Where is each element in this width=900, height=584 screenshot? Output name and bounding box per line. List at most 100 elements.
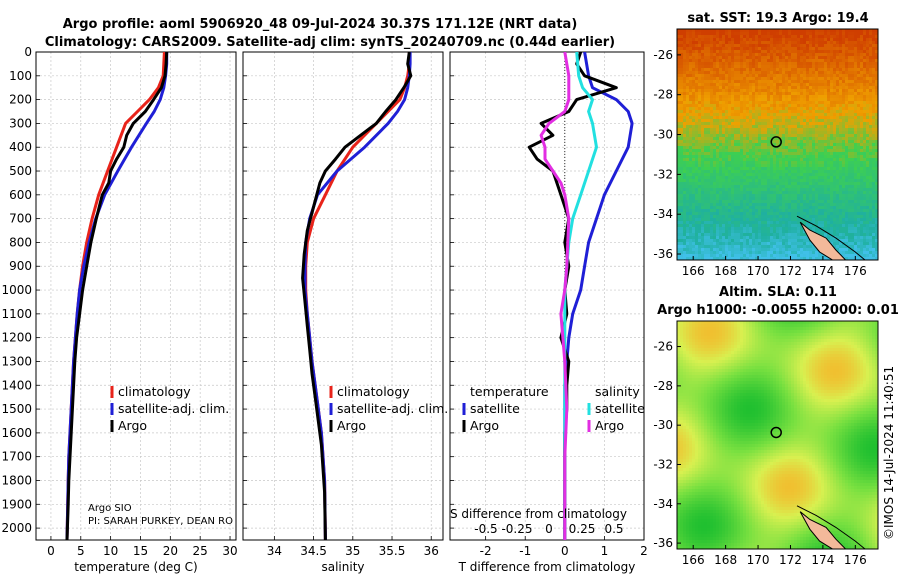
map-cell [839, 152, 842, 155]
map-cell [770, 194, 773, 197]
map-cell [707, 155, 710, 158]
map-cell [797, 68, 800, 71]
map-cell [716, 122, 719, 125]
map-cell [719, 116, 722, 119]
map-cell [833, 176, 836, 179]
map-cell [713, 146, 716, 149]
map-cell [722, 155, 725, 158]
map-cell [713, 227, 716, 230]
map-cell [794, 206, 797, 209]
map-cell [713, 131, 716, 134]
map-cell [782, 143, 785, 146]
map-cell [683, 80, 686, 83]
map-cell [731, 146, 734, 149]
map-cell [845, 140, 848, 143]
map-cell [821, 200, 824, 203]
map-cell [842, 74, 845, 77]
map-cell [824, 191, 827, 194]
map-cell [809, 194, 812, 197]
series-line-argo [67, 52, 167, 540]
map-cell [866, 134, 869, 137]
map-cell [725, 236, 728, 239]
map-cell [713, 107, 716, 110]
map-cell [710, 110, 713, 113]
map-cell [686, 158, 689, 161]
map-cell [680, 182, 683, 185]
x-axis-label: T difference from climatology [458, 560, 636, 574]
map-cell [689, 122, 692, 125]
map-cell [827, 218, 830, 221]
map-cell [851, 146, 854, 149]
map-cell [860, 71, 863, 74]
map-cell [695, 197, 698, 200]
map-cell [719, 215, 722, 218]
map-cell [692, 146, 695, 149]
map-cell [863, 137, 866, 140]
map-cell [818, 125, 821, 128]
map-cell [851, 173, 854, 176]
map-cell [749, 152, 752, 155]
map-cell [842, 38, 845, 41]
map-cell [725, 170, 728, 173]
map-cell [809, 137, 812, 140]
map-cell [794, 74, 797, 77]
map-cell [761, 59, 764, 62]
map-cell [800, 71, 803, 74]
map-cell [794, 188, 797, 191]
map-cell [788, 197, 791, 200]
map-cell [692, 86, 695, 89]
map-cell [680, 170, 683, 173]
map-cell [779, 236, 782, 239]
map-cell [710, 191, 713, 194]
map-cell [803, 131, 806, 134]
map-cell [698, 239, 701, 242]
map-cell [785, 128, 788, 131]
map-cell [722, 188, 725, 191]
map-cell [869, 98, 872, 101]
map-cell [779, 197, 782, 200]
map-cell [770, 32, 773, 35]
map-cell [791, 83, 794, 86]
map-cell [815, 206, 818, 209]
map-cell [791, 134, 794, 137]
map-cell [749, 227, 752, 230]
map-cell [761, 62, 764, 65]
map-cell [830, 50, 833, 53]
map-cell [809, 200, 812, 203]
map-cell [704, 167, 707, 170]
map-cell [761, 185, 764, 188]
map-cell [869, 197, 872, 200]
map-cell [851, 47, 854, 50]
map-cell [749, 188, 752, 191]
legend-climatology-label: climatology [337, 384, 410, 399]
map-cell [866, 44, 869, 47]
map-cell [776, 53, 779, 56]
map-cell [836, 185, 839, 188]
map-cell [794, 230, 797, 233]
map-cell [755, 32, 758, 35]
map-cell [731, 233, 734, 236]
map-cell [773, 236, 776, 239]
map-cell [743, 86, 746, 89]
map-cell [686, 200, 689, 203]
map-cell [746, 98, 749, 101]
map-cell [743, 71, 746, 74]
map-cell [770, 164, 773, 167]
map-cell [749, 212, 752, 215]
map-cell [716, 116, 719, 119]
map-cell [809, 116, 812, 119]
map-cell [743, 137, 746, 140]
map-cell [833, 230, 836, 233]
map-cell [812, 74, 815, 77]
map-cell [701, 140, 704, 143]
map-cell [779, 224, 782, 227]
map-cell [719, 155, 722, 158]
map-cell [869, 38, 872, 41]
map-cell [833, 194, 836, 197]
map-cell [695, 68, 698, 71]
map-cell [740, 236, 743, 239]
map-cell [758, 110, 761, 113]
map-cell [758, 89, 761, 92]
map-cell [707, 71, 710, 74]
map-cell [797, 131, 800, 134]
